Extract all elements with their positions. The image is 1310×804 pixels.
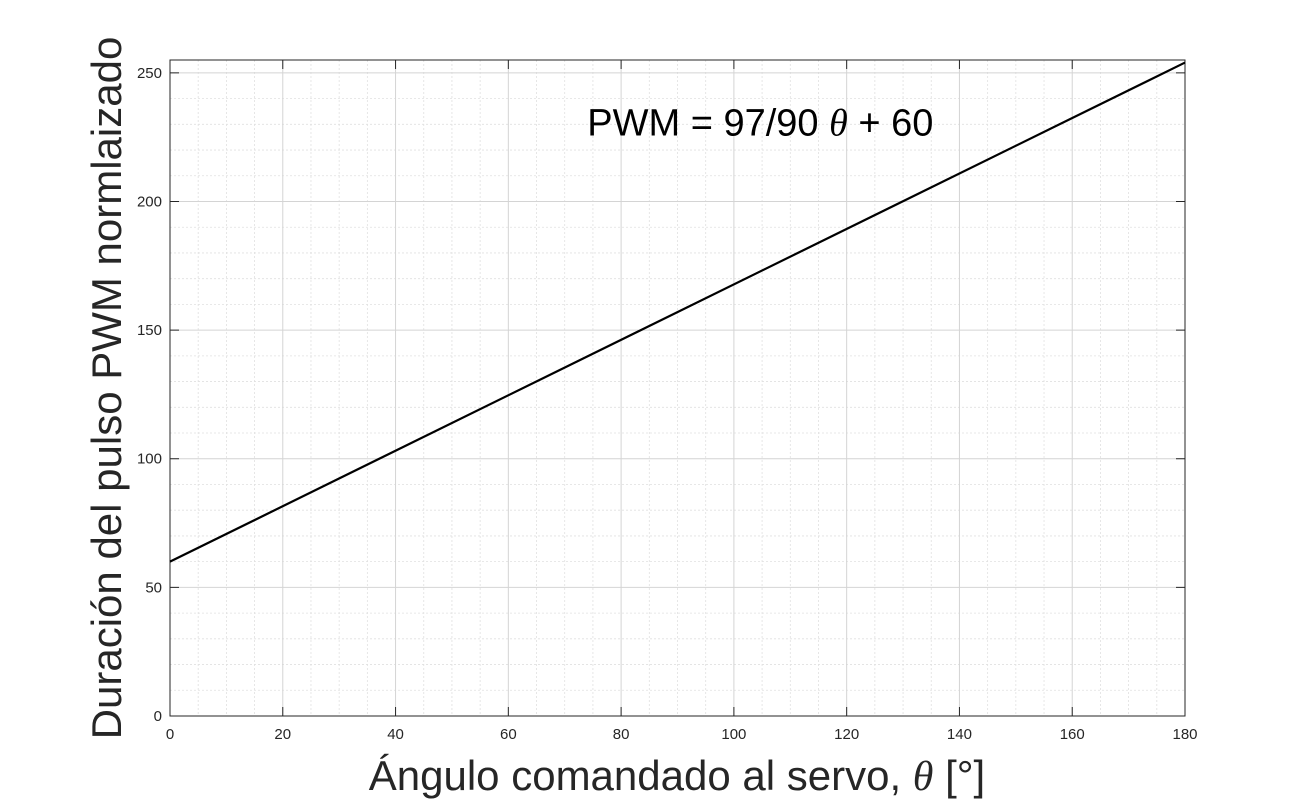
y-tick-label: 0 (154, 708, 162, 725)
x-tick-label: 0 (166, 726, 174, 743)
equation-prefix: PWM = 97/90 (587, 103, 818, 145)
x-tick-label: 80 (613, 726, 630, 743)
x-tick-label: 120 (834, 726, 859, 743)
x-tick-label: 140 (947, 726, 972, 743)
grid-layer (169, 60, 1186, 717)
plot-frame (169, 59, 1186, 717)
y-tick-label: 250 (137, 65, 162, 82)
equation-annotation: PWM = 97/90 θ + 60 (587, 103, 933, 145)
equation-suffix: + 60 (858, 103, 933, 145)
x-tick-label: 160 (1060, 726, 1085, 743)
equation-theta-symbol: θ (829, 103, 848, 145)
x-tick-label: 40 (387, 726, 404, 743)
x-axis-title-theta: θ (913, 754, 934, 800)
x-tick-label: 60 (500, 726, 517, 743)
y-tick-label: 150 (137, 322, 162, 339)
x-tick-label: 180 (1172, 726, 1197, 743)
y-tick-label: 100 (137, 451, 162, 468)
x-axis-title: Ángulo comandado al servo, θ [°] (369, 752, 985, 800)
x-tick-label: 100 (721, 726, 746, 743)
y-tick-label: 200 (137, 193, 162, 210)
y-tick-label: 50 (145, 579, 162, 596)
series-line (169, 61, 1186, 563)
x-axis-title-suffix: [°] (945, 752, 985, 799)
y-axis-title: Duración del pulso PWM normlaizado (83, 37, 130, 740)
x-axis-title-prefix: Ángulo comandado al servo, (369, 752, 901, 799)
x-tick-label: 20 (274, 726, 291, 743)
series-layer (169, 61, 1186, 563)
ticks-layer: 0 20 40 60 80 100 120 140 160 180 0 50 100 150 200 250 (137, 60, 1198, 743)
